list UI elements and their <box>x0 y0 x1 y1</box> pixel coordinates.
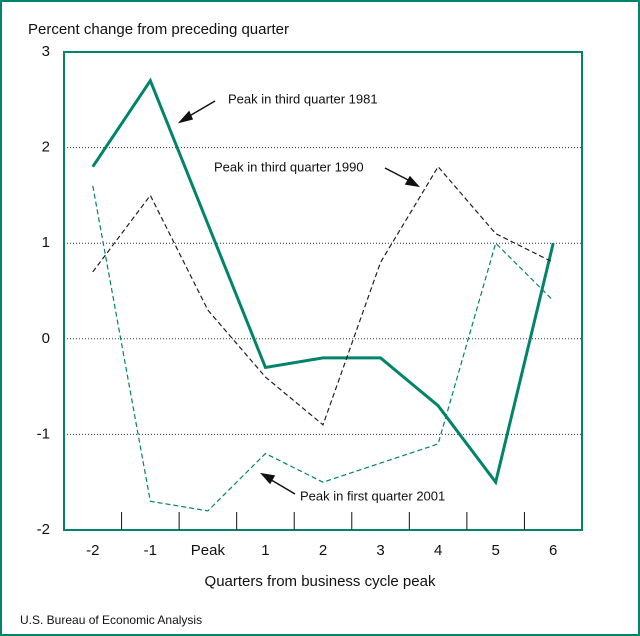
x-tick-label: -1 <box>144 542 157 559</box>
series-line <box>92 185 554 512</box>
x-tick-label: 5 <box>491 542 499 559</box>
annotation: Peak in third quarter 1981 <box>228 91 378 106</box>
chart-title: Percent change from preceding quarter <box>28 21 289 38</box>
y-tick-label: -1 <box>37 425 50 442</box>
x-tick-label: 2 <box>319 542 327 559</box>
annotation: Peak in third quarter 1990 <box>214 159 364 174</box>
series-line <box>91 77 555 486</box>
x-tick-label: 3 <box>376 542 384 559</box>
x-tick-label: Peak <box>191 542 226 559</box>
plot-border <box>63 51 583 531</box>
y-tick-label: 1 <box>42 234 50 251</box>
arrows <box>177 100 420 495</box>
y-tick-label: -2 <box>37 521 50 538</box>
y-tick-label: 3 <box>42 43 50 60</box>
x-tick-label: -2 <box>86 542 99 559</box>
y-tick-label: 2 <box>42 139 50 156</box>
series-line <box>92 165 554 426</box>
x-axis-title: Quarters from business cycle peak <box>205 573 436 590</box>
annotation: Peak in first quarter 2001 <box>300 488 445 503</box>
y-tick-label: 0 <box>42 330 50 347</box>
source: U.S. Bureau of Economic Analysis <box>20 613 202 627</box>
x-tick-label: 4 <box>434 542 442 559</box>
x-tick-label: 1 <box>261 542 269 559</box>
x-tick-label: 6 <box>549 542 557 559</box>
